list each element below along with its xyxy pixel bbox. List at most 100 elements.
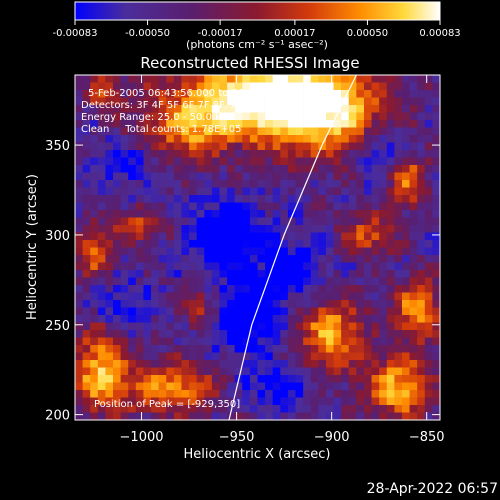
heatmap-cell — [325, 195, 334, 203]
heatmap-cell — [189, 412, 197, 421]
heatmap-cell — [310, 255, 319, 263]
heatmap-cell — [97, 255, 106, 263]
heatmap-cell — [151, 195, 159, 203]
heatmap-cell — [394, 367, 403, 376]
heatmap-cell — [401, 225, 410, 233]
heatmap-cell — [90, 232, 99, 241]
heatmap-cell — [90, 345, 99, 353]
heatmap-cell — [333, 82, 342, 91]
heatmap-cell — [272, 292, 281, 301]
heatmap-cell — [379, 202, 388, 211]
heatmap-cell — [379, 165, 388, 173]
heatmap-cell — [173, 397, 182, 406]
heatmap-cell — [348, 390, 357, 398]
heatmap-cell — [249, 292, 258, 301]
heatmap-cell — [287, 322, 296, 331]
heatmap-cell — [151, 255, 159, 263]
heatmap-cell — [166, 180, 175, 188]
heatmap-cell — [280, 307, 289, 316]
heatmap-cell — [166, 90, 175, 98]
heatmap-cell — [318, 390, 327, 398]
heatmap-cell — [356, 375, 365, 383]
heatmap-cell — [333, 360, 342, 368]
heatmap-cell — [287, 90, 296, 98]
heatmap-cell — [318, 360, 327, 368]
heatmap-cell — [158, 195, 167, 203]
heatmap-cell — [158, 315, 167, 323]
heatmap-cell — [105, 322, 114, 331]
heatmap-cell — [333, 390, 342, 398]
heatmap-cell — [379, 337, 388, 346]
heatmap-cell — [303, 112, 312, 121]
heatmap-cell — [143, 360, 152, 368]
heatmap-cell — [341, 390, 350, 398]
heatmap-cell — [120, 210, 129, 218]
heatmap-cell — [173, 150, 182, 158]
heatmap-cell — [379, 187, 388, 196]
heatmap-cell — [409, 262, 418, 271]
heatmap-cell — [173, 232, 182, 241]
x-tick-label: −1000 — [120, 430, 164, 445]
heatmap-cell — [265, 390, 273, 398]
heatmap-cell — [90, 97, 99, 106]
heatmap-cell — [394, 270, 403, 278]
heatmap-cell — [424, 352, 433, 361]
heatmap-cell — [265, 300, 273, 308]
heatmap-cell — [371, 390, 380, 398]
heatmap-cell — [295, 255, 304, 263]
heatmap-cell — [257, 202, 266, 211]
heatmap-cell — [189, 397, 197, 406]
heatmap-cell — [75, 105, 83, 113]
heatmap-cell — [204, 345, 213, 353]
heatmap-cell — [189, 75, 197, 83]
heatmap-cell — [386, 397, 395, 406]
heatmap-cell — [204, 315, 213, 323]
heatmap-cell — [325, 352, 334, 361]
heatmap-cell — [82, 360, 91, 368]
heatmap-cell — [90, 367, 99, 376]
heatmap-cell — [325, 307, 334, 316]
heatmap-cell — [287, 217, 296, 226]
heatmap-cell — [265, 367, 273, 376]
heatmap-cell — [166, 240, 175, 248]
heatmap-cell — [113, 120, 121, 128]
heatmap-cell — [196, 247, 205, 256]
heatmap-cell — [105, 337, 114, 346]
heatmap-cell — [417, 322, 426, 331]
heatmap-cell — [417, 232, 426, 241]
heatmap-cell — [234, 367, 243, 376]
heatmap-cell — [211, 360, 220, 368]
heatmap-cell — [280, 150, 289, 158]
heatmap-cell — [272, 232, 281, 241]
heatmap-cell — [318, 300, 327, 308]
heatmap-cell — [257, 397, 266, 406]
heatmap-cell — [333, 187, 342, 196]
heatmap-cell — [151, 112, 159, 121]
heatmap-cell — [257, 352, 266, 361]
heatmap-cell — [90, 360, 99, 368]
heatmap-cell — [151, 127, 159, 136]
heatmap-cell — [249, 165, 258, 173]
heatmap-cell — [105, 75, 114, 83]
heatmap-cell — [166, 390, 175, 398]
heatmap-cell — [295, 142, 304, 151]
heatmap-cell — [196, 150, 205, 158]
heatmap-cell — [189, 150, 197, 158]
heatmap-cell — [371, 82, 380, 91]
heatmap-cell — [303, 412, 312, 421]
heatmap-cell — [143, 382, 152, 391]
heatmap-cell — [189, 180, 197, 188]
heatmap-cell — [379, 352, 388, 361]
heatmap-cell — [234, 202, 243, 211]
heatmap-cell — [318, 232, 327, 241]
heatmap-cell — [432, 277, 441, 286]
heatmap-cell — [409, 127, 418, 136]
heatmap-cell — [356, 382, 365, 391]
heatmap-cell — [166, 360, 175, 368]
heatmap-cell — [280, 217, 289, 226]
heatmap-cell — [257, 367, 266, 376]
heatmap-cell — [280, 112, 289, 121]
heatmap-cell — [113, 270, 121, 278]
heatmap-cell — [234, 210, 243, 218]
heatmap-cell — [303, 330, 312, 338]
